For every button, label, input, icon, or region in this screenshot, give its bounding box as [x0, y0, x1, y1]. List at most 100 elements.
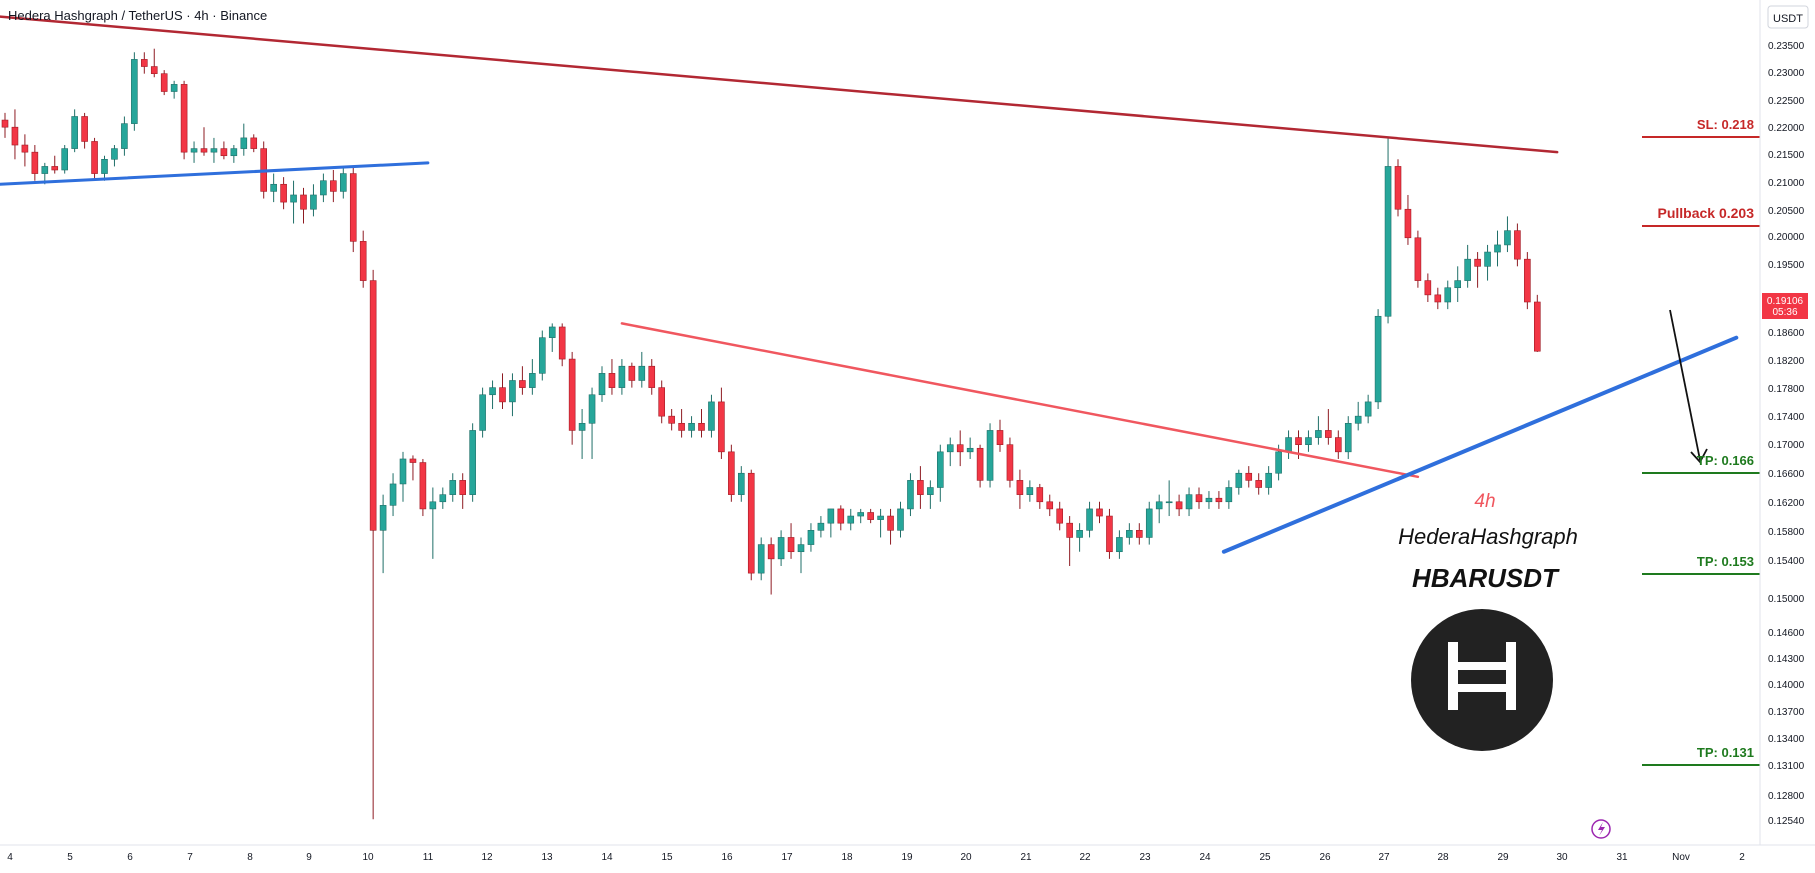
- candle-body: [1464, 258, 1471, 281]
- candle: [966, 437, 974, 459]
- candle: [300, 187, 307, 224]
- time-tick-label: 10: [362, 852, 374, 863]
- candle: [449, 473, 457, 502]
- candle-body: [41, 166, 49, 174]
- candle: [1354, 401, 1362, 431]
- candle: [1434, 287, 1442, 310]
- candle-body: [1305, 437, 1312, 445]
- candle: [1235, 469, 1243, 495]
- candle-body: [419, 462, 427, 510]
- candle-body: [91, 141, 98, 174]
- candle: [1056, 501, 1063, 531]
- price-tick-label: 0.21000: [1768, 178, 1805, 189]
- candle: [897, 501, 904, 538]
- candle: [1374, 309, 1382, 410]
- candle-body: [538, 337, 546, 374]
- candle-body: [728, 451, 735, 495]
- candle: [1305, 430, 1312, 452]
- candle-body: [877, 515, 884, 520]
- candle-body: [747, 472, 755, 574]
- price-tick-label: 0.20000: [1768, 232, 1805, 243]
- candle-body: [1354, 415, 1362, 424]
- lightning-icon: [1591, 819, 1611, 839]
- candle: [1514, 223, 1521, 267]
- candle-body: [1484, 251, 1491, 267]
- candle: [986, 423, 994, 488]
- time-tick-label: 12: [481, 852, 493, 863]
- candle: [1175, 494, 1183, 517]
- time-tick-label: 5: [67, 852, 73, 863]
- hedera-logo: [1411, 609, 1553, 751]
- hedera-logo-bar-right: [1506, 642, 1516, 710]
- candle-body: [1494, 244, 1501, 253]
- candle-body: [817, 522, 825, 531]
- candle: [320, 173, 327, 203]
- candle-body: [946, 444, 954, 453]
- candle: [638, 351, 646, 388]
- candle-body: [1514, 230, 1521, 260]
- candle: [1245, 466, 1253, 488]
- candle-body: [1, 119, 9, 128]
- pullback-level-label: Pullback 0.203: [1657, 205, 1754, 221]
- candle-body: [270, 183, 277, 192]
- candle: [1076, 523, 1083, 552]
- candle: [150, 48, 158, 78]
- candle-body: [1344, 422, 1352, 453]
- candle-body: [1335, 437, 1342, 453]
- time-tick-label: 15: [661, 852, 673, 863]
- candle: [628, 362, 636, 388]
- candle-body: [1126, 530, 1133, 538]
- candle-body: [927, 487, 934, 495]
- candle-body: [21, 144, 29, 153]
- time-tick-label: 14: [601, 852, 613, 863]
- candle-body: [81, 116, 88, 142]
- tp1-level-label: TP: 0.166: [1697, 453, 1754, 468]
- price-tick-label: 0.16200: [1768, 498, 1805, 509]
- candle-body: [121, 123, 128, 149]
- candle-body: [917, 480, 924, 495]
- candle-body: [688, 422, 695, 431]
- time-tick-label: 9: [306, 852, 312, 863]
- price-tick-label: 0.22500: [1768, 96, 1805, 107]
- price-tick-label: 0.15000: [1768, 594, 1805, 605]
- candle: [1504, 216, 1511, 253]
- candle: [737, 466, 745, 502]
- candle-body: [1265, 472, 1272, 488]
- candle-body: [807, 530, 815, 545]
- candle-body: [857, 512, 865, 517]
- candle-body: [1046, 501, 1054, 510]
- candle-body: [1205, 497, 1213, 503]
- candle: [728, 444, 735, 502]
- candle-body: [1454, 280, 1461, 289]
- candle: [200, 127, 208, 156]
- projection-arrow-line: [1669, 309, 1701, 461]
- candle: [708, 394, 715, 438]
- candle: [1265, 466, 1272, 495]
- candle-body: [1404, 208, 1412, 239]
- candle: [170, 80, 178, 99]
- candle-body: [1275, 451, 1282, 474]
- price-tick-label: 0.15400: [1768, 556, 1805, 567]
- candle-body: [1136, 530, 1143, 538]
- candle-body: [349, 173, 357, 242]
- candle-body: [200, 148, 208, 153]
- candle: [479, 387, 486, 438]
- candle: [1155, 494, 1163, 524]
- price-axis-bg: [1760, 0, 1815, 868]
- candle: [887, 508, 894, 545]
- tp2-level-label: TP: 0.153: [1697, 554, 1754, 569]
- candle: [210, 137, 218, 163]
- candle-body: [51, 166, 59, 171]
- price-tick-label: 0.17000: [1768, 440, 1805, 451]
- candle-body: [1225, 487, 1233, 503]
- candle: [1414, 230, 1422, 288]
- time-tick-label: 31: [1616, 852, 1628, 863]
- price-tick-label: 0.12540: [1768, 816, 1805, 827]
- candle: [1424, 273, 1432, 302]
- candle-body: [698, 422, 705, 431]
- candle-body: [608, 373, 616, 388]
- candle-body: [220, 148, 228, 157]
- time-tick-label: 26: [1319, 852, 1331, 863]
- candle-body: [429, 501, 437, 510]
